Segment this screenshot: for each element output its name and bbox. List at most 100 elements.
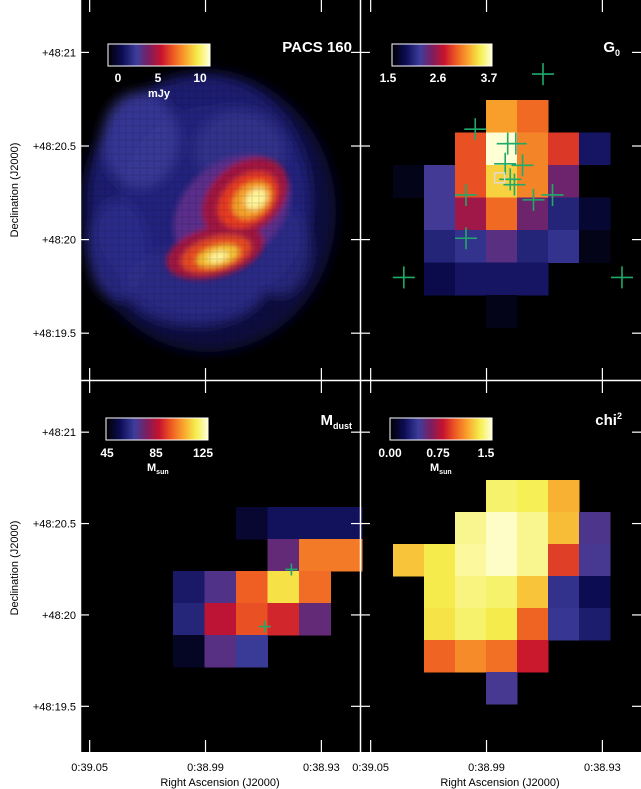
colorbar-pacs160-tick-0: 0 xyxy=(115,71,122,85)
cells-tr-cell-1-6 xyxy=(579,132,611,166)
cells-br-cell-1-6 xyxy=(579,512,611,545)
pacs160-image xyxy=(80,0,360,380)
cells-br-cell-2-0 xyxy=(393,544,425,577)
cells-tr-cell-1-4 xyxy=(517,132,549,166)
y-tick-label-0-1: +48:20.5 xyxy=(33,141,76,153)
g0-marker-11 xyxy=(455,227,477,250)
colorbar-g0-tick-2: 3.7 xyxy=(481,71,498,85)
g0-marker-8 xyxy=(455,183,477,206)
cells-bl-cell-2-1 xyxy=(204,571,237,604)
cells-br-cell-2-1 xyxy=(424,544,456,577)
cells-bl-cell-4-1 xyxy=(204,635,237,668)
y-tick-label-0-0: +48:21 xyxy=(42,47,76,59)
cells-tr-cell-3-6 xyxy=(579,197,611,231)
g0-marker-6 xyxy=(499,168,522,191)
cells-bl-cell-3-1 xyxy=(204,603,237,636)
colorbar-chi2-unit: Msun xyxy=(430,462,452,476)
cells-br-cell-4-3 xyxy=(486,608,518,641)
y-tick-labels: +48:21 +48:20.5 +48:20 +48:19.5 +48:21 +48:20… xyxy=(33,47,76,713)
cells-bl-cell-0-0 xyxy=(236,507,268,540)
cells-bl-cell-2-2 xyxy=(236,571,268,604)
cells-br-cell-1-4 xyxy=(517,512,549,545)
cells-br-cell-3-6 xyxy=(579,576,611,609)
colorbar-pacs160: 0 5 10 mJy xyxy=(107,43,211,100)
colorbar-mdust: 45 85 125 Msun xyxy=(100,417,213,476)
cells-tr-cell-4-2 xyxy=(455,230,487,263)
panel-title-g0: G0 xyxy=(603,39,620,58)
cells-bl-cell-0-2 xyxy=(299,507,331,540)
cells-br-cell-1-2 xyxy=(455,512,487,545)
cells-br-cell-4-4 xyxy=(517,608,549,641)
cells-br-cell-4-2 xyxy=(455,608,487,641)
cells-bl-cell-4-0 xyxy=(173,635,205,668)
cells-br-cell-1-5 xyxy=(548,512,580,545)
cells-bl-cell-4-2 xyxy=(236,635,268,668)
y-axis-title-top: Declination (J2000) xyxy=(9,143,21,238)
cells-br-cell-0-3 xyxy=(486,480,518,513)
x-tick-labels: 0:39.05 0:38.99 0:38.93 0:39.05 0:38.99 0:38.… xyxy=(71,762,620,774)
cells-tr-cell-4-6 xyxy=(579,230,611,263)
cells-br-cell-3-4 xyxy=(517,576,549,609)
cells-br-cell-0-5 xyxy=(548,480,580,513)
cells-tr-cell-3-1 xyxy=(424,197,456,231)
cells-tr-cell-5-2 xyxy=(455,262,487,296)
g0-marker-4 xyxy=(494,152,517,175)
cells-bl-cell-1-3 xyxy=(330,539,363,572)
colorbar-mdust-tick-1: 85 xyxy=(149,446,163,460)
cells-tr-cell-0-4 xyxy=(517,100,549,133)
cells-br-cell-4-1 xyxy=(424,608,456,641)
cells-tr-cell-4-1 xyxy=(424,230,456,263)
cells-tr-cell-4-3 xyxy=(486,230,518,263)
x-tick-label-1-1: 0:38.99 xyxy=(468,762,505,774)
colorbar-mdust-tick-0: 45 xyxy=(100,446,114,460)
g0-marker-5 xyxy=(511,154,534,177)
cells-tr-cell-2-6 xyxy=(579,165,611,198)
cells-br-cell-6-3 xyxy=(486,672,518,705)
y-tick-label-1-3: +48:19.5 xyxy=(33,701,76,713)
cells-bl-cell-2-3 xyxy=(267,571,300,604)
cells-tr-cell-5-3 xyxy=(486,262,518,296)
cells-tr-cell-1-5 xyxy=(548,132,580,166)
cells-tr-cell-3-2 xyxy=(455,197,487,231)
cells-br-cell-2-5 xyxy=(548,544,580,577)
x-axis-title-left: Right Ascension (J2000) xyxy=(160,777,279,789)
cells-bl-cell-0-1 xyxy=(267,507,300,540)
g0-heatmap-cells xyxy=(393,100,611,328)
cells-bl-cell-3-2 xyxy=(236,603,268,636)
g0-marker-1 xyxy=(464,118,487,141)
y-tick-label-1-0: +48:21 xyxy=(42,427,76,439)
colorbar-chi2-tick-1: 0.75 xyxy=(426,446,450,460)
x-tick-label-0-2: 0:38.93 xyxy=(303,762,340,774)
cells-tr-cell-2-1 xyxy=(424,165,456,198)
panel-frame xyxy=(79,0,641,752)
colorbar-pacs160-tick-2: 10 xyxy=(193,71,207,85)
cells-bl-cell-3-0 xyxy=(173,603,205,636)
cells-tr-cell-2-0 xyxy=(393,165,425,198)
cells-tr-cell-2-3 xyxy=(486,165,518,198)
g0-marker-7 xyxy=(503,173,526,196)
g0-marker-10 xyxy=(522,188,545,211)
mdust-heatmap-cells xyxy=(173,507,363,668)
x-axis-title-right: Right Ascension (J2000) xyxy=(440,777,559,789)
x-tick-label-1-2: 0:38.93 xyxy=(584,762,621,774)
cells-tr-cell-4-5 xyxy=(548,230,580,263)
g0-box-marker xyxy=(493,172,506,184)
g0-marker-0 xyxy=(532,63,554,86)
cells-br-cell-2-4 xyxy=(517,544,549,577)
g0-marker-12 xyxy=(392,266,415,289)
cells-br-cell-2-3 xyxy=(486,544,518,577)
chi2-heatmap-cells xyxy=(393,480,611,705)
cells-tr-cell-5-1 xyxy=(424,262,456,296)
y-axis-title-bottom: Declination (J2000) xyxy=(9,521,21,616)
panel-title-chi2: chi2 xyxy=(595,411,622,429)
cells-br-cell-5-3 xyxy=(486,640,518,673)
cells-tr-cell-2-2 xyxy=(455,165,487,198)
colorbar-g0: 1.5 2.6 3.7 xyxy=(380,43,498,85)
cells-br-cell-4-6 xyxy=(579,608,611,641)
cells-tr-cell-3-3 xyxy=(486,197,518,231)
cells-tr-cell-6-3 xyxy=(486,295,518,328)
cells-bl-cell-1-1 xyxy=(267,539,300,572)
cells-br-cell-5-4 xyxy=(517,640,549,673)
colorbar-chi2-tick-2: 1.5 xyxy=(478,446,495,460)
